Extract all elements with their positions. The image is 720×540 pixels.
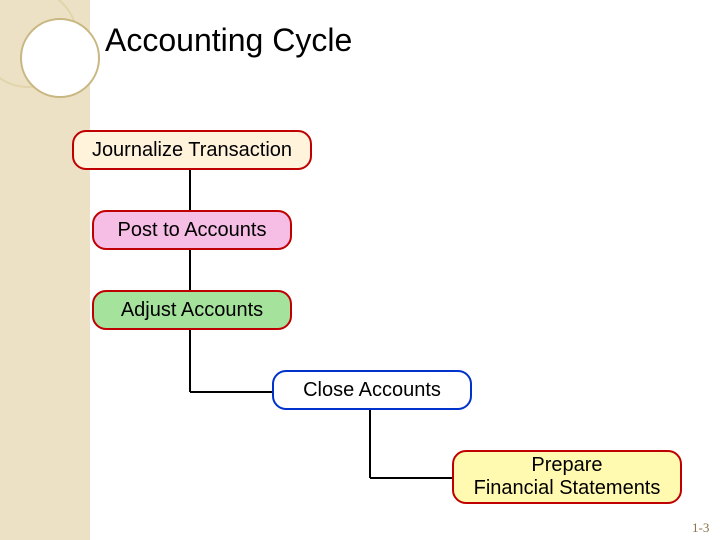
- flow-node-adjust: Adjust Accounts: [92, 290, 292, 330]
- flow-connector-segment: [189, 170, 191, 210]
- flow-node-label: Adjust Accounts: [121, 299, 263, 322]
- slide-title: Accounting Cycle: [105, 22, 352, 59]
- slide-number: 1-3: [692, 520, 709, 536]
- flow-node-label: PrepareFinancial Statements: [474, 454, 661, 500]
- flow-connector-segment: [370, 477, 452, 479]
- flow-node-label: Journalize Transaction: [92, 139, 292, 162]
- flow-connector-segment: [369, 410, 371, 478]
- flow-node-journalize: Journalize Transaction: [72, 130, 312, 170]
- flow-node-post: Post to Accounts: [92, 210, 292, 250]
- flow-connector-segment: [189, 250, 191, 290]
- flow-node-close: Close Accounts: [272, 370, 472, 410]
- decor-circle-inner: [20, 18, 100, 98]
- flow-node-label: Post to Accounts: [118, 219, 267, 242]
- flow-connector-segment: [189, 330, 191, 392]
- flow-node-prepare: PrepareFinancial Statements: [452, 450, 682, 504]
- flow-connector-segment: [190, 391, 272, 393]
- flow-node-label: Close Accounts: [303, 379, 441, 402]
